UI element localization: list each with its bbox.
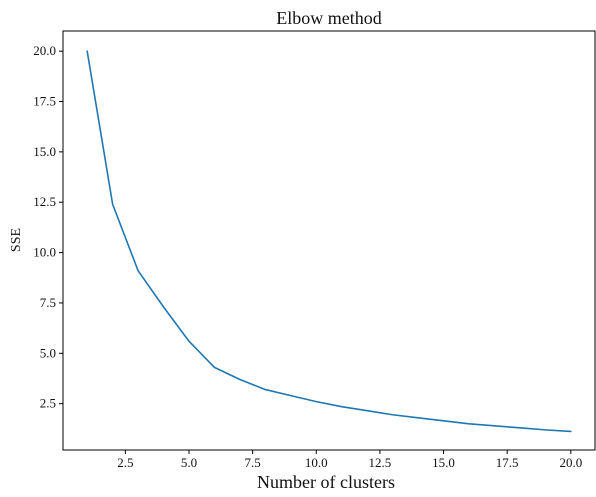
x-tick-label: 17.5 xyxy=(496,455,519,470)
plot-area: 2.5 5.0 7.5 10.0 12.5 15.0 17.5 20.0 2.5 5.0 7.5 1… xyxy=(33,30,596,470)
x-tick-label: 12.5 xyxy=(369,455,392,470)
axes-frame xyxy=(62,30,596,451)
x-tick-label: 2.5 xyxy=(117,455,133,470)
y-axis-ticks: 2.5 5.0 7.5 10.0 12.5 15.0 17.5 20.0 xyxy=(33,43,63,411)
y-tick-label: 5.0 xyxy=(40,345,56,360)
sse-line-series xyxy=(86,50,572,433)
y-tick-label: 15.0 xyxy=(33,144,56,159)
y-tick-label: 10.0 xyxy=(33,245,56,260)
y-tick-label: 7.5 xyxy=(40,295,56,310)
y-tick-label: 2.5 xyxy=(40,396,56,411)
y-tick-label: 20.0 xyxy=(33,43,56,58)
x-axis-ticks: 2.5 5.0 7.5 10.0 12.5 15.0 17.5 20.0 xyxy=(117,450,582,470)
chart-title: Elbow method xyxy=(276,8,382,28)
y-tick-label: 12.5 xyxy=(33,194,56,209)
x-tick-label: 20.0 xyxy=(559,455,582,470)
y-axis-label: SSE xyxy=(9,228,24,252)
x-tick-label: 7.5 xyxy=(245,455,261,470)
x-tick-label: 10.0 xyxy=(305,455,328,470)
y-tick-label: 17.5 xyxy=(33,94,56,109)
series-layer xyxy=(86,50,572,433)
x-tick-label: 5.0 xyxy=(181,455,197,470)
x-tick-label: 15.0 xyxy=(432,455,455,470)
x-axis-label: Number of clusters xyxy=(257,472,395,492)
